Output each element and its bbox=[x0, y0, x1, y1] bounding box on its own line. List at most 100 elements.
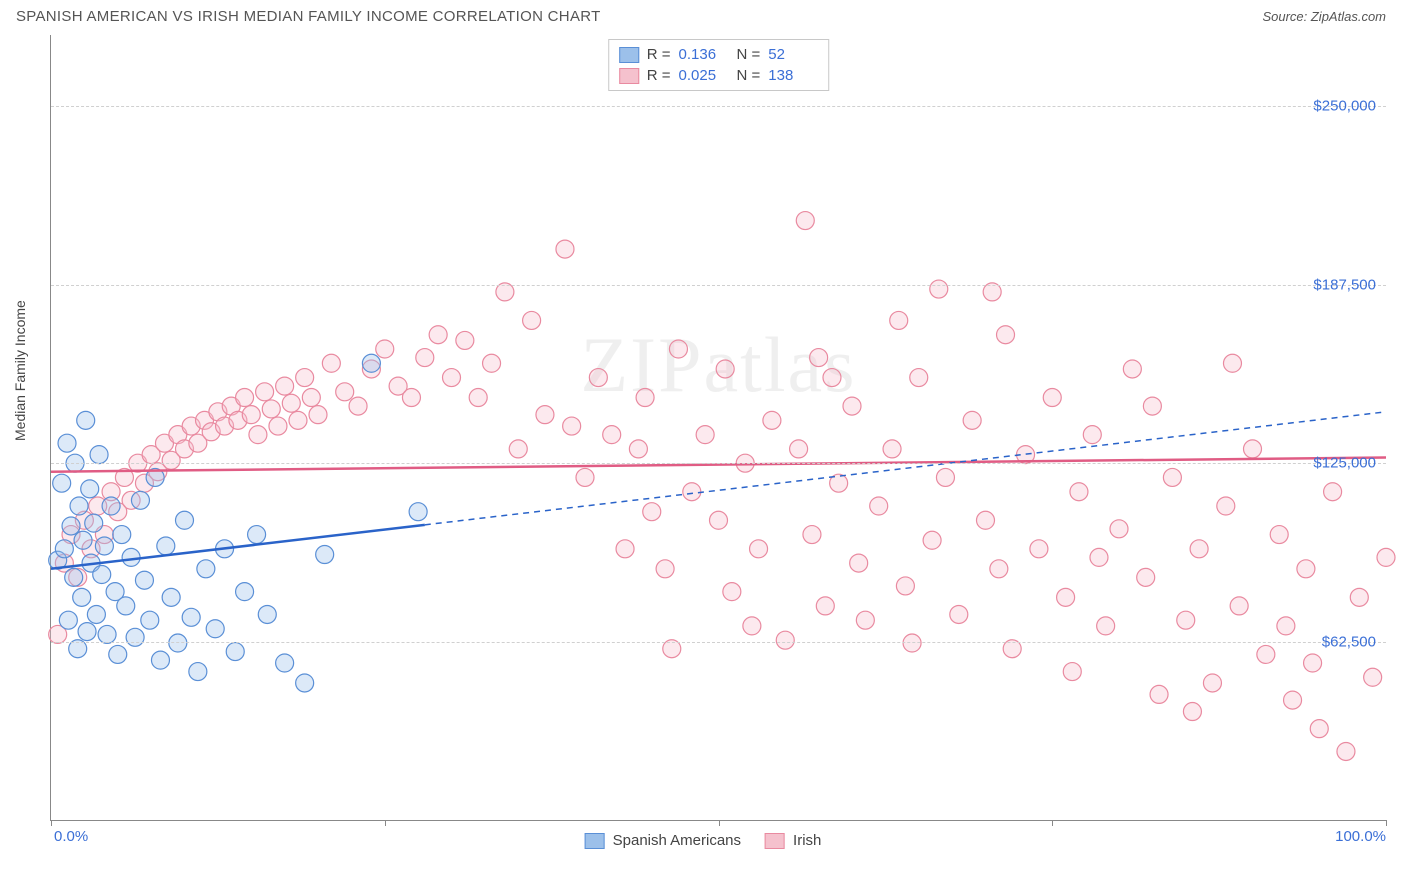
data-point bbox=[443, 369, 461, 387]
data-point bbox=[1337, 742, 1355, 760]
data-point bbox=[429, 326, 447, 344]
data-point bbox=[70, 497, 88, 515]
data-point bbox=[803, 526, 821, 544]
data-point bbox=[256, 383, 274, 401]
gridline bbox=[51, 463, 1386, 464]
data-point bbox=[936, 468, 954, 486]
y-tick-label: $125,000 bbox=[1313, 455, 1376, 472]
plot-area: ZIPatlas R = 0.136 N = 52 R = 0.025 N = … bbox=[50, 35, 1386, 821]
data-point bbox=[683, 483, 701, 501]
data-point bbox=[102, 497, 120, 515]
data-point bbox=[890, 311, 908, 329]
data-point bbox=[856, 611, 874, 629]
data-point bbox=[823, 369, 841, 387]
n-label: N = bbox=[737, 67, 761, 84]
stats-row-series2: R = 0.025 N = 138 bbox=[619, 65, 819, 86]
data-point bbox=[1297, 560, 1315, 578]
data-point bbox=[113, 526, 131, 544]
data-point bbox=[1110, 520, 1128, 538]
y-axis-label: Median Family Income bbox=[12, 300, 28, 441]
data-point bbox=[258, 605, 276, 623]
gridline bbox=[51, 642, 1386, 643]
data-point bbox=[402, 389, 420, 407]
data-point bbox=[126, 628, 144, 646]
data-point bbox=[151, 651, 169, 669]
x-tick-mark bbox=[385, 820, 386, 826]
r-value-series2: 0.025 bbox=[679, 67, 729, 84]
data-point bbox=[276, 377, 294, 395]
data-point bbox=[95, 537, 113, 555]
data-point bbox=[1350, 588, 1368, 606]
data-point bbox=[73, 588, 91, 606]
data-point bbox=[336, 383, 354, 401]
chart-container: Median Family Income ZIPatlas R = 0.136 … bbox=[16, 31, 1390, 851]
trend-line-solid bbox=[51, 457, 1386, 471]
data-point bbox=[810, 349, 828, 367]
legend-item-series2: Irish bbox=[765, 832, 821, 849]
data-point bbox=[903, 634, 921, 652]
data-point bbox=[1150, 685, 1168, 703]
data-point bbox=[850, 554, 868, 572]
data-point bbox=[563, 417, 581, 435]
y-tick-label: $62,500 bbox=[1322, 633, 1376, 650]
data-point bbox=[536, 406, 554, 424]
data-point bbox=[750, 540, 768, 558]
data-point bbox=[58, 434, 76, 452]
data-point bbox=[509, 440, 527, 458]
data-point bbox=[182, 608, 200, 626]
data-point bbox=[469, 389, 487, 407]
data-point bbox=[977, 511, 995, 529]
data-point bbox=[74, 531, 92, 549]
data-point bbox=[1304, 654, 1322, 672]
data-point bbox=[616, 540, 634, 558]
data-point bbox=[523, 311, 541, 329]
data-point bbox=[65, 568, 83, 586]
data-point bbox=[1097, 617, 1115, 635]
x-tick-mark bbox=[1052, 820, 1053, 826]
data-point bbox=[910, 369, 928, 387]
data-point bbox=[157, 537, 175, 555]
data-point bbox=[1284, 691, 1302, 709]
data-point bbox=[456, 331, 474, 349]
data-point bbox=[376, 340, 394, 358]
data-point bbox=[81, 480, 99, 498]
data-point bbox=[276, 654, 294, 672]
data-point bbox=[710, 511, 728, 529]
data-point bbox=[289, 411, 307, 429]
stats-box: R = 0.136 N = 52 R = 0.025 N = 138 bbox=[608, 39, 830, 91]
legend-swatch-series2 bbox=[765, 833, 785, 849]
data-point bbox=[236, 389, 254, 407]
data-point bbox=[135, 571, 153, 589]
data-point bbox=[723, 583, 741, 601]
data-point bbox=[1190, 540, 1208, 558]
data-point bbox=[78, 623, 96, 641]
x-tick-label-max: 100.0% bbox=[1335, 828, 1386, 845]
scatter-svg bbox=[51, 35, 1386, 820]
data-point bbox=[1137, 568, 1155, 586]
y-tick-label: $250,000 bbox=[1313, 98, 1376, 115]
data-point bbox=[1223, 354, 1241, 372]
data-point bbox=[322, 354, 340, 372]
data-point bbox=[206, 620, 224, 638]
x-tick-mark bbox=[719, 820, 720, 826]
data-point bbox=[248, 526, 266, 544]
data-point bbox=[950, 605, 968, 623]
data-point bbox=[302, 389, 320, 407]
legend-label-series2: Irish bbox=[793, 832, 821, 849]
data-point bbox=[636, 389, 654, 407]
x-tick-label-min: 0.0% bbox=[54, 828, 88, 845]
data-point bbox=[656, 560, 674, 578]
r-label: R = bbox=[647, 67, 671, 84]
data-point bbox=[1257, 645, 1275, 663]
data-point bbox=[55, 540, 73, 558]
data-point bbox=[296, 674, 314, 692]
data-point bbox=[93, 566, 111, 584]
legend-label-series1: Spanish Americans bbox=[613, 832, 741, 849]
data-point bbox=[117, 597, 135, 615]
data-point bbox=[77, 411, 95, 429]
data-point bbox=[316, 546, 334, 564]
data-point bbox=[576, 468, 594, 486]
data-point bbox=[1377, 548, 1395, 566]
data-point bbox=[296, 369, 314, 387]
r-value-series1: 0.136 bbox=[679, 46, 729, 63]
